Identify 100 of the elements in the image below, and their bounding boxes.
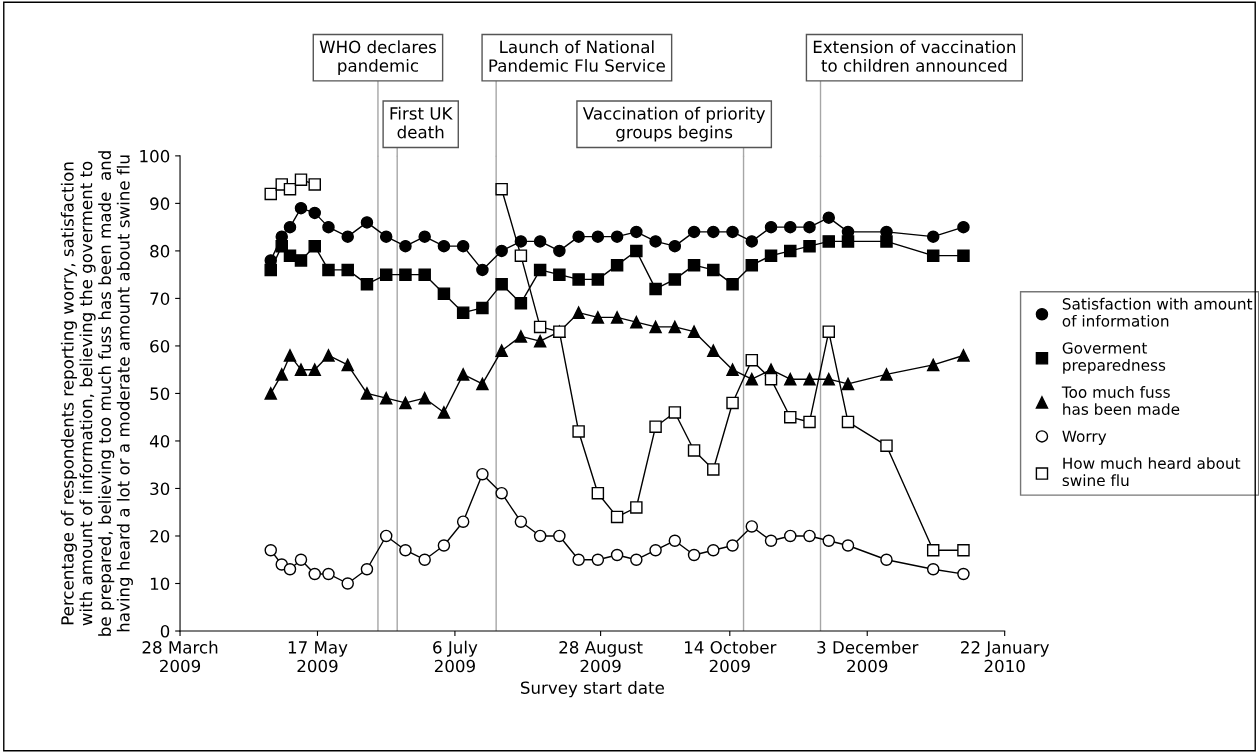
point: [322, 220, 335, 234]
point: [668, 273, 682, 286]
point: [294, 254, 308, 267]
point: [283, 349, 297, 362]
point: [294, 201, 308, 215]
point: [926, 562, 940, 576]
point: [957, 349, 970, 362]
point: [264, 263, 277, 277]
point: [926, 543, 940, 557]
point: [880, 368, 893, 381]
point: [745, 258, 759, 272]
x-tick-label: 22 January 2010: [961, 641, 1050, 673]
point: [379, 268, 393, 281]
point: [668, 239, 682, 253]
point: [630, 501, 643, 514]
point: [822, 211, 836, 224]
point: [418, 391, 431, 405]
point: [456, 515, 470, 528]
point: [322, 567, 335, 581]
point: [264, 543, 277, 557]
point: [495, 244, 508, 258]
point: [456, 368, 470, 381]
x-axis-title: Survey start date: [520, 681, 664, 698]
point: [533, 334, 547, 348]
point: [591, 273, 605, 286]
point: [418, 268, 431, 281]
point: [591, 230, 605, 243]
point: [668, 534, 682, 547]
point: [399, 396, 412, 410]
point: [822, 372, 836, 386]
point: [283, 249, 297, 262]
point: [784, 529, 797, 543]
point: [495, 182, 508, 196]
y-tick-label: 40: [149, 434, 170, 448]
point: [533, 235, 547, 248]
point: [630, 244, 643, 258]
point: [456, 306, 470, 319]
point: [841, 539, 855, 552]
y-tick-label: 50: [150, 387, 170, 401]
point: [308, 363, 321, 376]
legend-label: Goverment preparedness: [1062, 342, 1166, 374]
point: [341, 358, 354, 372]
point: [726, 363, 739, 376]
point: [360, 387, 374, 400]
point: [476, 377, 489, 391]
point: [687, 325, 701, 338]
point: [591, 553, 605, 566]
point: [726, 225, 739, 239]
point: [591, 486, 605, 500]
point: [957, 220, 970, 234]
y-tick-label: 70: [150, 292, 170, 305]
point: [495, 277, 508, 291]
legend-label: Too much fuss has been made: [1061, 386, 1180, 415]
point: [610, 230, 624, 243]
point: [649, 420, 662, 433]
point: [514, 515, 528, 528]
legend-label: How much heard about swine flu: [1062, 457, 1241, 487]
point: [294, 363, 308, 376]
point: [880, 235, 893, 248]
point: [880, 439, 893, 452]
y-tick-label: 90: [150, 197, 170, 210]
point: [764, 220, 778, 234]
point: [687, 444, 701, 457]
y-tick-label: 60: [150, 339, 170, 353]
point: [572, 306, 585, 319]
point: [553, 244, 566, 258]
point: [572, 230, 585, 243]
point: [572, 425, 585, 438]
x-tick-label: 14 October 2009: [685, 640, 777, 673]
ref-line-label: Extension of vaccination to children announced: [813, 40, 1016, 72]
point: [264, 387, 277, 400]
point: [341, 577, 354, 590]
point: [707, 225, 720, 239]
point: [687, 548, 701, 562]
point: [283, 182, 297, 196]
point: [745, 235, 759, 248]
point: [822, 325, 836, 338]
point: [399, 543, 412, 557]
point: [264, 187, 277, 201]
point: [495, 486, 508, 500]
point: [476, 467, 489, 481]
point: [784, 244, 797, 258]
point: [668, 406, 682, 419]
point: [726, 539, 739, 552]
point: [495, 344, 508, 357]
point: [784, 372, 797, 386]
point: [294, 553, 308, 566]
point: [926, 249, 940, 262]
ref-line-label: First UK death: [390, 106, 453, 139]
point: [275, 368, 288, 381]
point: [610, 548, 624, 562]
point: [591, 311, 605, 324]
point: [572, 273, 585, 286]
point: [572, 553, 585, 566]
y-tick-label: 30: [150, 482, 170, 496]
point: [957, 543, 970, 557]
point: [418, 553, 431, 566]
point: [649, 320, 662, 334]
point: [360, 277, 374, 291]
point: [308, 206, 321, 220]
